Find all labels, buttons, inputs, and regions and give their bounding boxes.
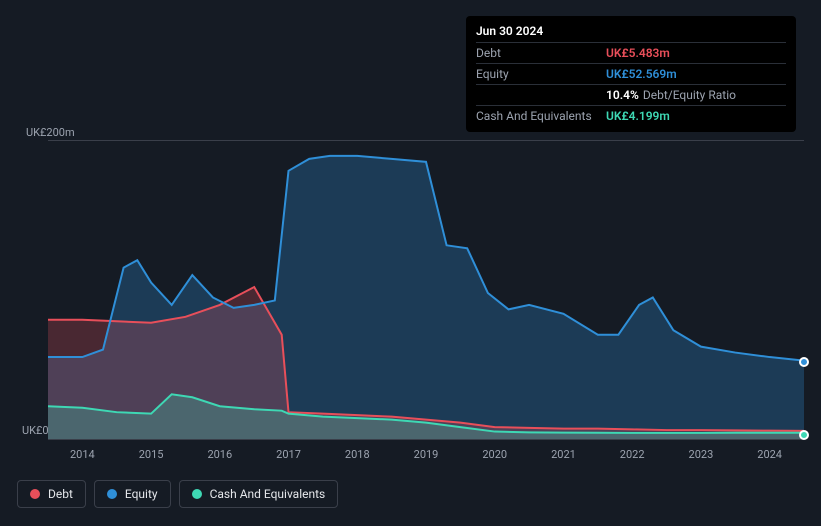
x-axis-tick: 2015 xyxy=(139,448,164,461)
legend-label: Cash And Equivalents xyxy=(210,487,326,501)
y-axis-max-label: UK£200m xyxy=(26,126,75,139)
tooltip-row: Cash And EquivalentsUK£4.199m xyxy=(476,105,786,126)
legend-item-equity[interactable]: Equity xyxy=(94,480,171,508)
x-axis-tick: 2024 xyxy=(757,448,782,461)
tooltip-row-value: UK£4.199m xyxy=(606,109,670,123)
x-axis-tick: 2021 xyxy=(551,448,576,461)
x-axis: 2014 2015 2016 2017 2018 2019 2020 2021 2022 2023… xyxy=(48,448,804,468)
tooltip-rows: DebtUK£5.483mEquityUK£52.569m10.4%Debt/E… xyxy=(476,42,786,126)
legend-swatch xyxy=(30,489,40,499)
tooltip-row-value: 10.4%Debt/Equity Ratio xyxy=(606,88,736,102)
tooltip-row-label xyxy=(476,88,606,102)
equity-end-marker xyxy=(799,357,809,367)
tooltip-row-label: Cash And Equivalents xyxy=(476,109,606,123)
x-axis-tick: 2020 xyxy=(482,448,507,461)
x-axis-tick: 2014 xyxy=(70,448,95,461)
tooltip-row: 10.4%Debt/Equity Ratio xyxy=(476,84,786,105)
tooltip-row-value: UK£52.569m xyxy=(606,67,677,81)
tooltip-date: Jun 30 2024 xyxy=(476,22,786,42)
legend-item-cash-and-equivalents[interactable]: Cash And Equivalents xyxy=(179,480,339,508)
chart-legend: Debt Equity Cash And Equivalents xyxy=(17,480,338,508)
tooltip-row: DebtUK£5.483m xyxy=(476,42,786,63)
legend-label: Equity xyxy=(125,487,158,501)
legend-swatch xyxy=(192,489,202,499)
legend-item-debt[interactable]: Debt xyxy=(17,480,86,508)
tooltip-row-value: UK£5.483m xyxy=(606,46,670,60)
tooltip-row-label: Debt xyxy=(476,46,606,60)
chart-svg xyxy=(48,141,804,439)
cash-end-marker xyxy=(799,430,809,440)
legend-swatch xyxy=(107,489,117,499)
x-axis-tick: 2016 xyxy=(207,448,232,461)
x-axis-tick: 2018 xyxy=(345,448,370,461)
x-axis-tick: 2019 xyxy=(414,448,439,461)
x-axis-tick: 2017 xyxy=(276,448,301,461)
y-axis-min-label: UK£0 xyxy=(22,424,49,437)
tooltip-row-secondary: Debt/Equity Ratio xyxy=(643,88,736,102)
chart-tooltip: Jun 30 2024 DebtUK£5.483mEquityUK£52.569… xyxy=(466,16,796,132)
x-axis-tick: 2023 xyxy=(689,448,714,461)
tooltip-row: EquityUK£52.569m xyxy=(476,63,786,84)
chart-plot-area[interactable] xyxy=(48,140,804,440)
tooltip-row-label: Equity xyxy=(476,67,606,81)
x-axis-tick: 2022 xyxy=(620,448,645,461)
legend-label: Debt xyxy=(48,487,73,501)
